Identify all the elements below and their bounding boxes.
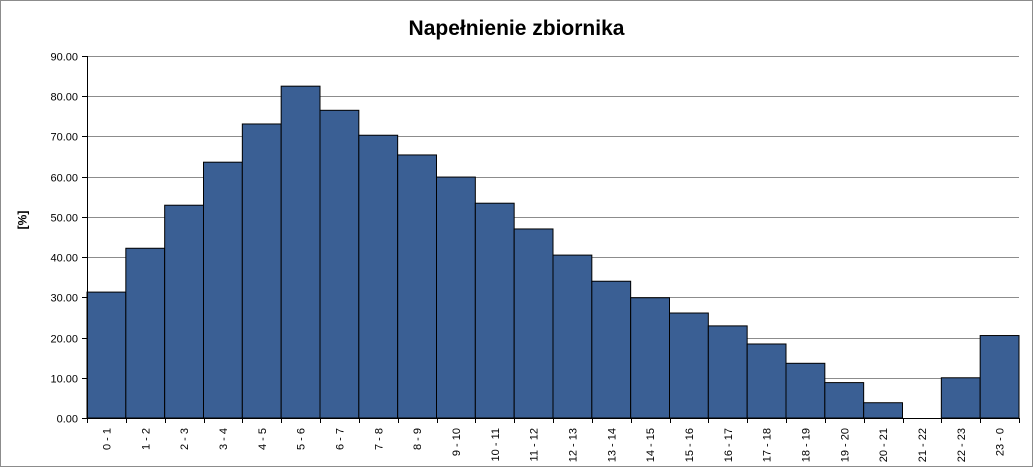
bar-19-20 [824, 382, 865, 419]
bar-13-14 [591, 280, 632, 419]
bar-9-10 [436, 176, 476, 419]
y-tick-label: 70.00 [50, 132, 78, 144]
x-tick-label: 16 - 17 [723, 428, 735, 462]
x-tick-label: 10 - 11 [490, 428, 502, 461]
bar-7-8 [358, 134, 399, 419]
bar-15-16 [669, 312, 709, 419]
x-tick-label: 3 - 4 [218, 428, 230, 450]
x-tick-label: 21 - 22 [917, 428, 929, 462]
bar-23-0 [979, 335, 1020, 419]
x-tick-label: 12 - 13 [567, 428, 579, 462]
y-tick-label: 80.00 [50, 92, 78, 104]
bars [86, 85, 1020, 419]
bar-0-1 [86, 291, 127, 419]
bar-5-6 [280, 85, 321, 419]
bar-4-5 [241, 123, 282, 419]
x-tick-label: 23 - 0 [995, 428, 1007, 456]
bar-8-9 [397, 154, 438, 419]
x-tick-label: 1 - 2 [140, 428, 152, 450]
x-tick-label: 18 - 19 [800, 428, 812, 462]
x-tick-label: 13 - 14 [606, 428, 618, 462]
x-tick-label: 0 - 1 [101, 428, 113, 450]
x-tick-label: 19 - 20 [839, 428, 851, 462]
bar-14-15 [630, 297, 670, 419]
bar-16-17 [707, 325, 748, 419]
x-tick-label: 15 - 16 [684, 428, 696, 462]
y-tick-label: 30.00 [50, 293, 78, 305]
x-tick-label: 11 - 12 [529, 428, 541, 461]
y-tick-label: 0.00 [57, 414, 78, 426]
bar-3-4 [203, 161, 243, 419]
x-tick-label: 5 - 6 [296, 428, 308, 450]
x-tick-label: 14 - 15 [645, 428, 657, 462]
bar-6-7 [319, 109, 360, 419]
y-tick-label: 40.00 [50, 253, 78, 265]
x-tick-label: 17 - 18 [762, 428, 774, 462]
x-tick-labels: 0 - 1 1 - 2 2 - 3 3 - 4 4 - 5 5 - 6 6 - 7 7 - 8… [101, 428, 1006, 462]
x-tick-label: 2 - 3 [179, 428, 191, 450]
x-tick-label: 8 - 9 [412, 428, 424, 450]
y-tick-label: 20.00 [50, 334, 78, 346]
bar-17-18 [746, 343, 787, 419]
y-tick-label: 10.00 [50, 374, 78, 386]
bar-10-11 [474, 202, 515, 419]
x-tick-label: 6 - 7 [334, 428, 346, 450]
axes [82, 56, 1020, 423]
x-tick-label: 4 - 5 [257, 428, 269, 450]
bar-12-13 [552, 254, 593, 419]
x-tick-label: 20 - 21 [878, 428, 890, 462]
y-tick-label: 60.00 [50, 173, 78, 185]
y-tick-labels: 0.00 10.00 20.00 30.00 40.00 50.00 60.00 70.00 8… [50, 52, 78, 426]
x-tick-label: 7 - 8 [373, 428, 385, 450]
x-tick-label: 9 - 10 [451, 428, 463, 456]
bar-2-3 [164, 204, 204, 419]
bar-11-12 [513, 228, 554, 419]
y-tick-label: 90.00 [50, 52, 78, 64]
y-tick-label: 50.00 [50, 213, 78, 225]
x-tick-label: 22 - 23 [956, 428, 968, 462]
bar-22-23 [940, 377, 981, 419]
bar-1-2 [125, 247, 166, 419]
bar-20-21 [863, 402, 903, 419]
chart-title: Napełnienie zbiornika [408, 17, 625, 40]
bar-18-19 [785, 362, 826, 419]
